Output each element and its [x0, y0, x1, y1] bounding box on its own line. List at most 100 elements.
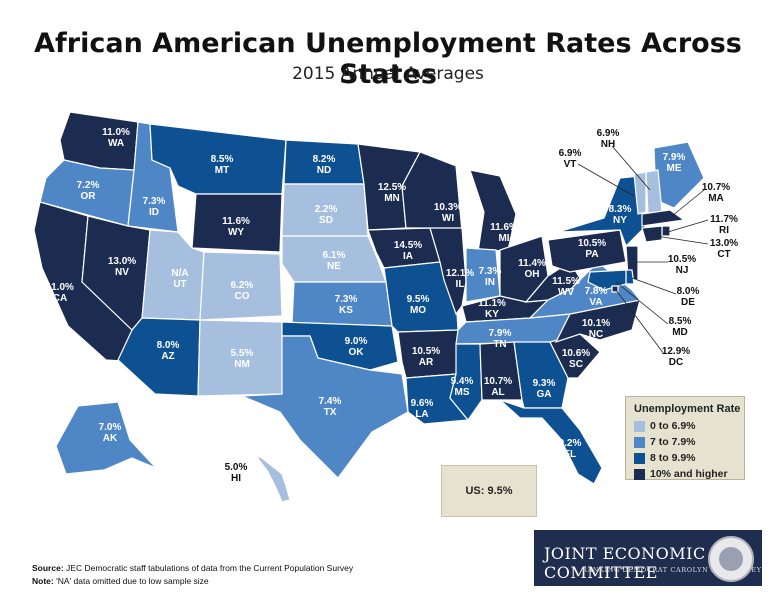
legend-swatch: [634, 420, 645, 432]
state-value: 14.5%: [394, 240, 422, 251]
state-label-nc: 10.1% NC: [582, 318, 610, 340]
state-abbr: TX: [324, 407, 337, 418]
source-note: Source: JEC Democratic staff tabulations…: [32, 562, 353, 575]
state-abbr: GA: [537, 389, 552, 400]
state-value: 6.2%: [231, 280, 254, 291]
state-label-mo: 9.5% MO: [407, 294, 430, 316]
state-label-ne: 6.1% NE: [323, 250, 346, 272]
state-label-hi: 5.0% HI: [225, 462, 248, 484]
note-label: Note:: [32, 576, 54, 586]
state-value: 11.1%: [478, 298, 506, 309]
state-label-ma: 10.7% MA: [702, 182, 730, 204]
state-label-ia: 14.5% IA: [394, 240, 422, 262]
state-value: 7.3%: [143, 196, 166, 207]
jec-logo-name: JOINT ECONOMIC COMMITTEE: [544, 544, 706, 582]
state-label-az: 8.0% AZ: [157, 340, 180, 362]
state-abbr: IN: [485, 277, 495, 288]
state-label-ct: 13.0% CT: [710, 238, 738, 260]
state-label-mt: 8.5% MT: [211, 154, 234, 176]
state-abbr: AZ: [161, 351, 174, 362]
state-abbr: NY: [613, 215, 627, 226]
state-abbr: ME: [667, 163, 682, 174]
state-label-fl: 9.2% FL: [559, 438, 582, 460]
state-abbr: PA: [585, 249, 598, 260]
state-value: 12.5%: [378, 182, 406, 193]
seal-icon: [708, 536, 754, 582]
state-abbr: MA: [708, 193, 724, 204]
legend-label: 7 to 7.9%: [650, 436, 696, 448]
state-value: 9.2%: [559, 438, 582, 449]
state-tx: [241, 335, 409, 479]
state-abbr: SC: [569, 359, 583, 370]
state-abbr: CO: [235, 291, 250, 302]
state-value: 11.6%: [490, 222, 518, 233]
jec-logo-subtitle: RANKING DEMOCRAT CAROLYN B. MALONEY: [582, 566, 762, 574]
state-value: 11.4%: [518, 258, 546, 269]
state-label-co: 6.2% CO: [231, 280, 254, 302]
state-value: N/A: [171, 268, 188, 279]
state-abbr: NE: [327, 261, 341, 272]
source-label: Source:: [32, 563, 64, 573]
state-value: 6.9%: [559, 148, 582, 159]
state-ri: [661, 225, 671, 237]
state-label-ms: 9.4% MS: [451, 376, 474, 398]
state-ma: [641, 209, 686, 227]
state-wy: [191, 193, 283, 253]
state-label-wv: 11.5% WV: [552, 276, 580, 298]
na-note: Note: 'NA' data omitted due to low sampl…: [32, 575, 353, 588]
leader-line-dc: [615, 289, 665, 355]
state-al: [479, 341, 523, 401]
state-abbr: VT: [564, 159, 577, 170]
state-value: 10.1%: [582, 318, 610, 329]
state-value: 10.5%: [578, 238, 606, 249]
state-value: 8.0%: [677, 286, 700, 297]
state-value: 9.0%: [345, 336, 368, 347]
state-value: 7.3%: [479, 266, 502, 277]
state-value: 11.0%: [102, 127, 130, 138]
jec-logo: JOINT ECONOMIC COMMITTEE RANKING DEMOCRA…: [534, 530, 762, 586]
state-value: 10.7%: [702, 182, 730, 193]
state-abbr: MO: [410, 305, 426, 316]
state-label-nd: 8.2% ND: [313, 154, 336, 176]
legend-label: 8 to 9.9%: [650, 452, 696, 464]
legend-item: 7 to 7.9%: [634, 435, 744, 449]
legend-swatch: [634, 452, 645, 464]
state-value: 11.5%: [552, 276, 580, 287]
state-abbr: MN: [384, 193, 400, 204]
us-total-label: US: 9.5%: [465, 485, 513, 497]
state-value: 7.9%: [663, 152, 686, 163]
state-abbr: HI: [231, 473, 241, 484]
leader-line-nh: [611, 145, 651, 191]
state-abbr: AL: [491, 387, 504, 398]
state-abbr: ND: [317, 165, 331, 176]
state-value: 2.2%: [315, 204, 338, 215]
footnotes: Source: JEC Democratic staff tabulations…: [32, 562, 353, 588]
state-value: 8.2%: [313, 154, 336, 165]
state-value: 11.6%: [222, 216, 250, 227]
state-value: 11.0%: [46, 282, 74, 293]
state-pa: [547, 229, 627, 273]
state-label-nm: 5.5% NM: [231, 348, 254, 370]
state-value: 5.5%: [231, 348, 254, 359]
legend-label: 10% and higher: [650, 468, 728, 480]
state-abbr: LA: [415, 409, 428, 420]
state-abbr: UT: [173, 279, 186, 290]
state-abbr: MI: [498, 233, 509, 244]
state-label-sc: 10.6% SC: [562, 348, 590, 370]
state-abbr: DE: [681, 297, 695, 308]
state-de: [625, 269, 635, 285]
state-abbr: WV: [558, 287, 574, 298]
state-label-oh: 11.4% OH: [518, 258, 546, 280]
state-value: 9.5%: [407, 294, 430, 305]
state-value: 10.5%: [668, 254, 696, 265]
state-value: 13.0%: [710, 238, 738, 249]
state-label-tx: 7.4% TX: [319, 396, 342, 418]
state-il: [429, 227, 467, 316]
state-value: 7.9%: [489, 328, 512, 339]
state-abbr: NV: [115, 267, 129, 278]
leader-line-ma: [671, 189, 705, 217]
leader-line-ri: [667, 219, 709, 233]
state-ak: [55, 401, 157, 475]
state-label-me: 7.9% ME: [663, 152, 686, 174]
state-label-wy: 11.6% WY: [222, 216, 250, 238]
